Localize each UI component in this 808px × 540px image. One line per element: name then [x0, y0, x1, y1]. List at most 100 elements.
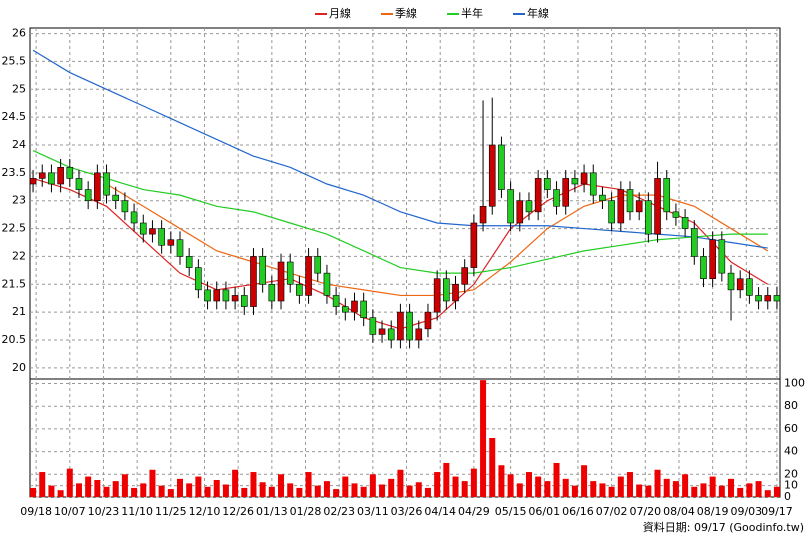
volume-bar — [535, 476, 542, 497]
candle-body — [231, 295, 239, 302]
candle-body — [507, 189, 514, 224]
volume-bar — [296, 487, 303, 497]
candle-body — [84, 189, 92, 202]
volume-bar — [186, 483, 193, 497]
x-tick-label: 07/20 — [629, 505, 661, 518]
volume-bar — [544, 481, 551, 497]
volume-bar — [397, 469, 404, 497]
x-tick-label: 06/01 — [528, 505, 560, 518]
candle-body — [130, 211, 138, 224]
candle-body — [663, 178, 671, 213]
candle-body — [645, 200, 652, 235]
candle-body — [314, 256, 322, 274]
volume-bar — [140, 483, 147, 497]
candle-body — [369, 317, 377, 335]
candle-body — [553, 189, 560, 207]
volume-bar — [525, 472, 532, 497]
volume-bar — [434, 472, 441, 497]
x-tick-label: 08/19 — [697, 505, 729, 518]
volume-bar — [158, 485, 165, 497]
x-tick-label: 11/10 — [121, 505, 153, 518]
ma-line — [32, 150, 768, 274]
candle-body — [580, 172, 588, 185]
candle-body — [746, 278, 753, 296]
volume-bar — [39, 472, 46, 497]
candle-body — [498, 144, 505, 190]
candle-body — [461, 267, 468, 285]
candle-body — [544, 178, 551, 190]
plot-frame — [29, 27, 781, 498]
volume-bar — [131, 487, 138, 497]
volume-bar — [360, 486, 367, 497]
x-tick-label: 01/28 — [290, 505, 322, 518]
y2-tick-label: 60 — [784, 422, 798, 435]
volume-bar — [728, 478, 735, 497]
x-tick-label: 08/04 — [663, 505, 695, 518]
volume-bar — [121, 474, 128, 497]
candle-body — [654, 178, 661, 235]
candle-body — [773, 295, 781, 302]
candle-body — [305, 256, 312, 296]
candle-body — [562, 178, 570, 207]
y-tick-label: 21 — [12, 305, 26, 318]
volume-bar — [424, 487, 431, 497]
x-tick-label: 09/18 — [20, 505, 52, 518]
x-tick-label: 03/11 — [357, 505, 389, 518]
x-tick-label: 01/13 — [256, 505, 288, 518]
candle-body — [286, 261, 294, 285]
candle-body — [158, 228, 165, 246]
y-tick-label: 25 — [12, 82, 26, 95]
x-tick-label: 10/23 — [88, 505, 120, 518]
volume-bar — [553, 462, 560, 497]
candle-body — [103, 172, 110, 196]
candle-body — [599, 194, 606, 202]
candle-body — [626, 189, 634, 213]
y-tick-label: 22.5 — [2, 222, 27, 235]
volume-bar — [737, 487, 744, 497]
y-tick-label: 26 — [12, 27, 26, 40]
footer: 資料日期: 09/17 (Goodinfo.tw) — [643, 520, 804, 534]
candle-body — [296, 283, 303, 296]
volume-bar — [746, 483, 753, 497]
volume-bar — [379, 484, 386, 497]
candle-body — [700, 256, 707, 280]
volume-bar — [94, 479, 101, 497]
candle-body — [268, 283, 276, 302]
y2-tick-label: 20 — [784, 467, 798, 480]
volume-bar — [470, 468, 477, 497]
candle-body — [94, 172, 101, 202]
candle-body — [736, 278, 744, 291]
x-tick-label: 12/10 — [189, 505, 221, 518]
candle-body — [195, 267, 202, 291]
x-tick-label: 09/17 — [761, 505, 793, 518]
candle-body — [479, 205, 487, 224]
x-tick-label: 12/26 — [222, 505, 254, 518]
volume-bar — [617, 476, 624, 497]
candle-body — [342, 306, 349, 313]
volume-bar — [507, 474, 514, 497]
legend: 月線 季線 半年 年線 — [315, 6, 549, 20]
volume-bar — [581, 465, 588, 497]
legend-label: 半年 — [461, 6, 483, 20]
volume-bar — [773, 486, 780, 497]
volume-bar — [415, 482, 422, 497]
volume-bar — [241, 487, 248, 497]
x-tick-label: 10/07 — [54, 505, 86, 518]
candle-body — [387, 328, 395, 341]
volume-bar — [314, 485, 321, 497]
volume-bar — [232, 469, 239, 497]
volume-bar — [112, 481, 119, 497]
volume-bar — [718, 485, 725, 497]
volume-bar — [305, 472, 312, 497]
volume-bar — [57, 490, 64, 497]
volume-bar — [250, 472, 257, 497]
volume-bar — [323, 481, 330, 497]
candle-body — [222, 289, 230, 302]
candle-body — [608, 200, 615, 224]
candle-body — [277, 261, 285, 302]
candle-body — [525, 200, 533, 213]
legend-label: 季線 — [395, 6, 417, 20]
volume-bar — [709, 476, 716, 497]
candle-body — [397, 311, 404, 341]
